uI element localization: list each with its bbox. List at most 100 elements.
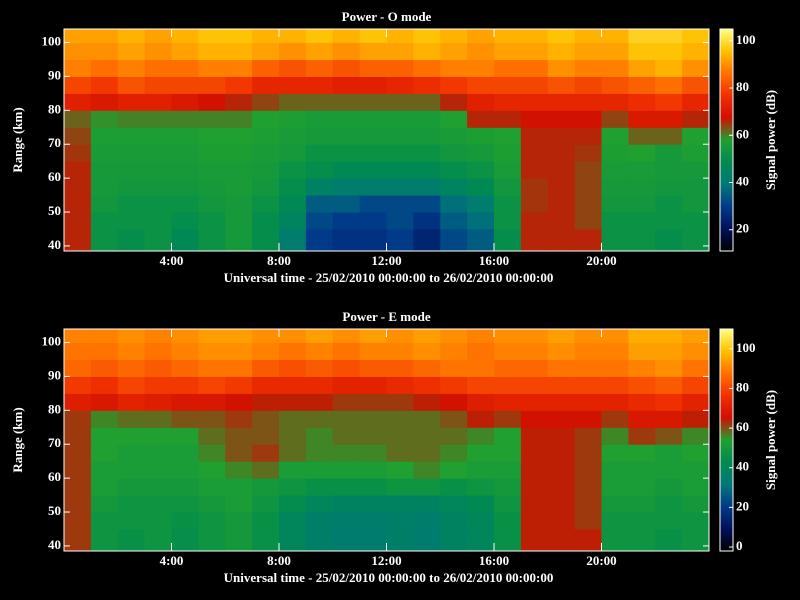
heatmap-cell — [359, 42, 387, 61]
heatmap-cell — [494, 528, 522, 552]
heatmap-cell — [467, 76, 495, 94]
heatmap-cell — [198, 427, 226, 445]
y-tick-label: 100 — [42, 334, 62, 349]
heatmap-cell — [494, 342, 522, 361]
heatmap-cell — [117, 144, 146, 162]
heatmap-cell — [171, 93, 199, 111]
heatmap-cell — [332, 195, 361, 213]
heatmap-cell — [574, 161, 602, 179]
heatmap-cell — [198, 329, 226, 344]
heatmap-cell — [655, 161, 683, 179]
heatmap-cell — [601, 127, 629, 145]
heatmap-cell — [171, 329, 199, 344]
heatmap-cell — [359, 444, 387, 462]
heatmap-cell — [171, 427, 199, 445]
heatmap-cell — [628, 212, 656, 230]
heatmap-cell — [547, 127, 576, 145]
heatmap-cell — [682, 410, 710, 428]
heatmap-cell — [467, 195, 495, 213]
heatmap-cell — [440, 342, 468, 361]
y-tick-label: 100 — [42, 34, 62, 49]
heatmap-cell — [144, 528, 172, 552]
heatmap-cell — [252, 144, 280, 162]
y-tick-label: 90 — [48, 367, 61, 382]
heatmap-cell — [252, 495, 280, 513]
y-tick-label: 50 — [48, 503, 61, 518]
colorbar-tick-label: 40 — [736, 173, 749, 188]
heatmap-cell — [144, 59, 172, 77]
heatmap-cell — [655, 342, 683, 361]
heatmap-cell — [655, 212, 683, 230]
heatmap-cell — [64, 461, 92, 479]
heatmap-cell — [655, 42, 683, 61]
heatmap-cell — [655, 478, 683, 496]
heatmap-cell — [494, 144, 522, 162]
heatmap-cell — [601, 528, 629, 552]
heatmap-cell — [279, 528, 307, 552]
heatmap-cell — [225, 144, 253, 162]
heatmap-cell — [305, 161, 334, 179]
heatmap-cell — [279, 342, 307, 361]
heatmap-cell — [520, 329, 549, 344]
heatmap-cell — [520, 393, 549, 411]
heatmap-cell — [520, 478, 549, 496]
heatmap-cell — [117, 512, 146, 530]
heatmap-cell — [359, 228, 387, 252]
heatmap-cell — [413, 528, 441, 552]
heatmap-cell — [494, 42, 522, 61]
heatmap-cell — [64, 228, 92, 252]
heatmap-cell — [386, 329, 414, 344]
heatmap-cell — [574, 144, 602, 162]
heatmap-cell — [440, 329, 468, 344]
heatmap-cell — [386, 42, 414, 61]
heatmap-cell — [520, 376, 549, 394]
heatmap-cell — [467, 528, 495, 552]
heatmap-cell — [547, 329, 576, 344]
heatmap-cell — [359, 93, 387, 111]
heatmap-cell — [467, 461, 495, 479]
heatmap-cell — [225, 29, 253, 44]
heatmap-cell — [171, 393, 199, 411]
heatmap-cell — [225, 59, 253, 77]
heatmap-cell — [547, 42, 576, 61]
heatmap-cell — [305, 195, 334, 213]
heatmap-cell — [628, 144, 656, 162]
heatmap-cell — [144, 178, 172, 196]
heatmap-cell — [90, 512, 119, 530]
heatmap-cell — [628, 512, 656, 530]
heatmap-cell — [198, 161, 226, 179]
heatmap-cell — [628, 195, 656, 213]
heatmap-cell — [90, 444, 119, 462]
heatmap-cell — [332, 444, 361, 462]
heatmap-cell — [198, 478, 226, 496]
heatmap-cell — [64, 528, 92, 552]
heatmap-cell — [359, 76, 387, 94]
heatmap-cell — [440, 444, 468, 462]
heatmap-cell — [682, 478, 710, 496]
heatmap-cell — [682, 228, 710, 252]
heatmap-cell — [547, 478, 576, 496]
heatmap-cell — [386, 29, 414, 44]
heatmap-cell — [117, 427, 146, 445]
heatmap-cell — [64, 127, 92, 145]
heatmap-cell — [252, 212, 280, 230]
heatmap-cell — [413, 195, 441, 213]
colorbar-tick-label: 40 — [736, 459, 749, 474]
heatmap-cell — [601, 478, 629, 496]
heatmap-cell — [225, 76, 253, 94]
heatmap-cell — [198, 342, 226, 361]
heatmap-cell — [494, 359, 522, 377]
heatmap-cell — [90, 528, 119, 552]
heatmap-cell — [90, 393, 119, 411]
heatmap-cell — [144, 329, 172, 344]
heatmap-cell — [144, 93, 172, 111]
heatmap-cell — [171, 359, 199, 377]
heatmap-cell — [467, 212, 495, 230]
heatmap-cell — [359, 127, 387, 145]
heatmap-cell — [279, 110, 307, 128]
heatmap-cell — [279, 393, 307, 411]
heatmap-cell — [171, 161, 199, 179]
heatmap-cell — [359, 478, 387, 496]
heatmap-cell — [225, 427, 253, 445]
colorbar-tick-label: 80 — [736, 379, 749, 394]
